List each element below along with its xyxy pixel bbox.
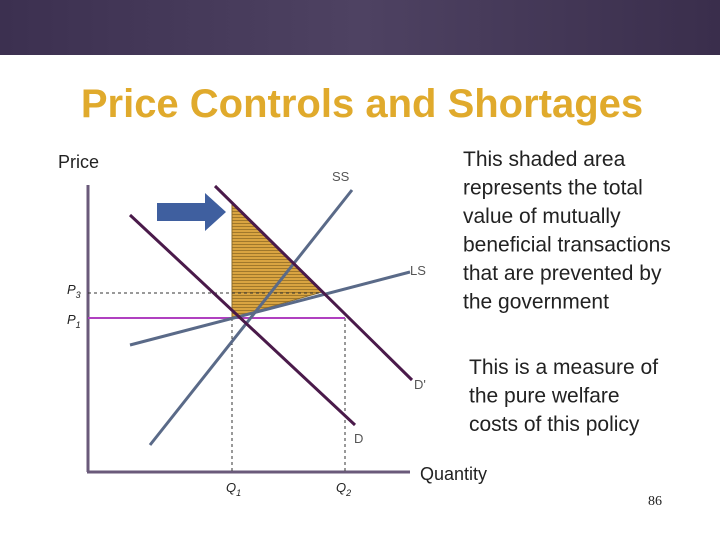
- curve-label: D': [414, 377, 426, 392]
- label-sub: 2: [345, 488, 351, 498]
- label-sub: 1: [76, 320, 81, 330]
- price-label: P3: [67, 282, 81, 300]
- annotation-line: represents the total: [463, 177, 643, 200]
- d-curve: [128, 213, 357, 427]
- ls-curve: [129, 270, 411, 347]
- annotation: This shaded area represents the total valu…: [463, 148, 671, 314]
- annotation-line: This is a measure of: [469, 356, 658, 379]
- shaded-area: [231, 201, 323, 319]
- x-axis-label: Quantity: [420, 464, 487, 484]
- curve-label: LS: [410, 263, 426, 278]
- annotation-line: that are prevented by: [463, 262, 662, 285]
- label-main: P: [67, 312, 76, 327]
- annotation-line: the pure welfare: [469, 385, 620, 408]
- quantity-label: Q2: [336, 480, 351, 498]
- curve-label: SS: [332, 169, 350, 184]
- page-number: 86: [648, 494, 662, 509]
- annotation-line: costs of this policy: [469, 413, 640, 436]
- annotation-line: the government: [463, 291, 609, 314]
- curve-label: D: [354, 431, 363, 446]
- annotation-line: value of mutually: [463, 205, 621, 228]
- annotation-line: beneficial transactions: [463, 234, 671, 257]
- top-band: [0, 0, 720, 55]
- label-main: Q: [226, 480, 236, 495]
- label-main: P: [67, 282, 76, 297]
- label-sub: 1: [236, 488, 241, 498]
- ss-curve: [148, 189, 354, 446]
- title: Price Controls and Shortages: [81, 82, 643, 126]
- label-sub: 3: [76, 290, 81, 300]
- annotation-line: This shaded area: [463, 148, 626, 171]
- quantity-label: Q1: [226, 480, 241, 498]
- price-label: P1: [67, 312, 81, 330]
- label-main: Q: [336, 480, 346, 495]
- d-prime-curve: [213, 184, 414, 382]
- annotation: This is a measure of the pure welfare cost…: [469, 356, 658, 436]
- arrow: [157, 193, 226, 231]
- y-axis-label: Price: [58, 152, 99, 172]
